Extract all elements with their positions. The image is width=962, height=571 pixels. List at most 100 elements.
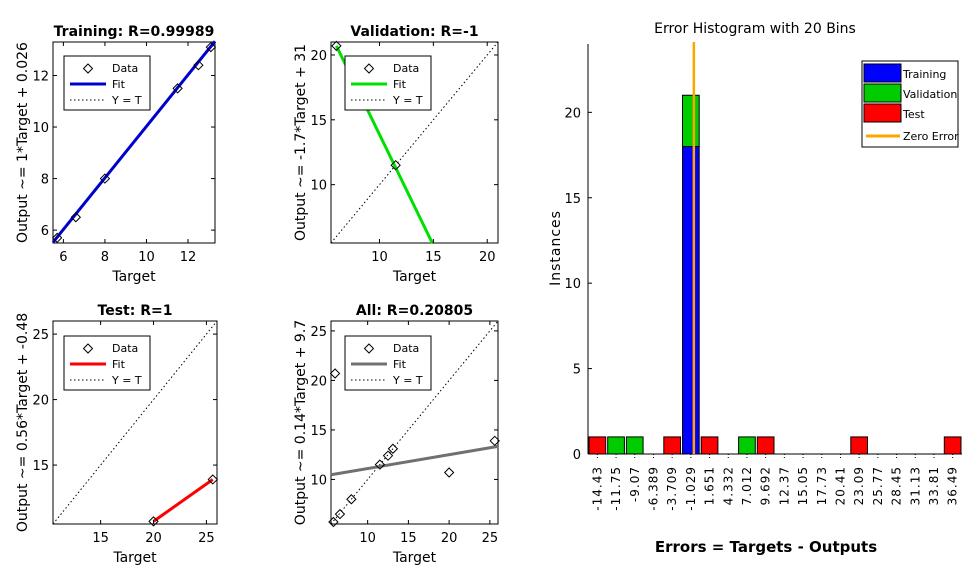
data-point xyxy=(346,494,357,505)
data-point xyxy=(205,41,217,53)
data-point xyxy=(172,83,183,94)
data-point xyxy=(382,450,394,461)
x-tick-label: -9.07 xyxy=(628,466,642,502)
y-tick-label: 10 xyxy=(32,121,49,136)
data-point xyxy=(99,173,111,184)
regression-panel-1: 10 15 20 10 15 20 Validation: R=-1 Target Output… xyxy=(293,24,499,285)
x-tick-label: 31.13 xyxy=(908,466,922,505)
data-point xyxy=(489,435,500,447)
panel-title: Test: R=1 xyxy=(98,303,173,319)
bar-test xyxy=(700,436,719,455)
y-tick-label: 10 xyxy=(564,277,581,292)
y-tick-label: 6 xyxy=(41,224,49,239)
legend-swatch-training xyxy=(863,63,902,83)
x-tick-label: 20.41 xyxy=(833,466,847,505)
panel-title: Training: R=0.99989 xyxy=(54,24,215,40)
x-tick-label: -1.029 xyxy=(684,466,698,511)
bar-validation xyxy=(607,436,625,455)
x-tick-label: 23.09 xyxy=(852,466,866,505)
legend-label: Fit xyxy=(393,78,407,91)
legend-marker-data xyxy=(82,343,94,354)
x-tick-label: 4.332 xyxy=(721,466,735,505)
legend-label: Y = T xyxy=(111,94,142,107)
bar-training xyxy=(682,146,700,455)
y-axis-label: Instances xyxy=(548,210,564,286)
x-tick-label: -6.389 xyxy=(646,466,660,511)
bar-validation xyxy=(738,436,756,455)
y-tick-label: 15 xyxy=(310,114,327,129)
x-tick-label: 28.45 xyxy=(890,466,904,505)
legend-marker-data xyxy=(82,63,94,74)
bar-test xyxy=(850,436,868,455)
x-tick-label: 1.651 xyxy=(703,466,717,505)
x-tick-label: 33.81 xyxy=(927,466,941,505)
fit-line xyxy=(330,444,499,477)
y-tick-label: 20 xyxy=(32,394,49,409)
legend-label: Y = T xyxy=(392,94,423,107)
panel-title: All: R=0.20805 xyxy=(356,303,473,319)
y-tick-label: 15 xyxy=(32,459,49,474)
legend-marker-data xyxy=(363,63,375,74)
x-tick-label: 20 xyxy=(479,250,496,265)
error-histogram: Error Histogram with 20 Bins 0 5 10 15 20 Inst… xyxy=(548,21,962,556)
bar-validation xyxy=(682,94,700,147)
legend: Data Fit Y = T xyxy=(63,55,151,111)
x-tick-label: 17.73 xyxy=(815,466,829,505)
x-tick-label: -11.75 xyxy=(609,466,623,511)
legend: Data Fit Y = T xyxy=(63,335,151,391)
data-point xyxy=(374,459,386,470)
x-axis-label: Target xyxy=(111,269,156,285)
data-point xyxy=(443,467,455,478)
legend: Data Fit Y = T xyxy=(344,55,432,111)
y-tick-label: 15 xyxy=(310,424,327,439)
data-point xyxy=(390,159,401,171)
x-tick-label: 15 xyxy=(400,531,417,546)
legend-label: Data xyxy=(112,62,138,75)
x-tick-label: 10 xyxy=(138,250,155,265)
y-tick-label: 25 xyxy=(310,325,327,340)
legend-label: Fit xyxy=(393,358,407,371)
y-tick-label: 5 xyxy=(573,363,581,378)
legend-box xyxy=(344,335,432,391)
x-tick-label: 15 xyxy=(425,250,442,265)
x-axis-label: Target xyxy=(112,550,157,566)
data-point xyxy=(70,212,82,223)
x-axis-label: Target xyxy=(392,550,437,566)
bar-test xyxy=(588,436,607,455)
y-axis-label: Output ~= 1*Target + 0.026 xyxy=(15,42,31,243)
x-tick-label: 36.49 xyxy=(946,466,960,505)
x-tick-label: 25 xyxy=(482,531,499,546)
y-tick-label: 20 xyxy=(564,106,581,121)
y-axis-label: Output ~= -1.7*Target + 31 xyxy=(293,44,309,241)
y-tick-label: 15 xyxy=(564,192,581,207)
data-point xyxy=(193,59,204,71)
panel-title: Validation: R=-1 xyxy=(350,24,478,40)
legend-label: Data xyxy=(393,342,419,355)
y-tick-label: 10 xyxy=(310,473,327,488)
x-tick-label: 25 xyxy=(198,531,215,546)
legend-swatch-test xyxy=(863,103,902,123)
x-tick-label: 20 xyxy=(145,531,162,546)
legend-swatch-validation xyxy=(863,83,902,103)
legend-label: Data xyxy=(112,342,138,355)
data-point xyxy=(51,232,63,244)
y-tick-label: 10 xyxy=(310,179,327,194)
fit-line xyxy=(152,478,214,523)
x-tick-label: 8 xyxy=(101,250,109,265)
x-tick-label: 10 xyxy=(371,250,388,265)
legend-label: Training xyxy=(902,68,946,81)
x-axis-label: Errors = Targets - Outputs xyxy=(655,538,877,556)
data-point xyxy=(329,368,341,379)
identity-line xyxy=(52,320,218,525)
x-tick-label: 20 xyxy=(441,531,458,546)
legend-label: Fit xyxy=(112,78,126,91)
y-axis-label: Output ~= 0.14*Target + 9.7 xyxy=(293,320,309,525)
x-tick-label: 9.692 xyxy=(759,466,773,505)
data-point xyxy=(207,474,218,485)
bar-test xyxy=(756,436,775,455)
y-tick-label: 8 xyxy=(41,173,49,188)
legend-label: Test xyxy=(902,108,925,121)
x-tick-label: 10 xyxy=(359,531,376,546)
histogram-title: Error Histogram with 20 Bins xyxy=(654,21,856,37)
legend-label: Y = T xyxy=(392,374,423,387)
